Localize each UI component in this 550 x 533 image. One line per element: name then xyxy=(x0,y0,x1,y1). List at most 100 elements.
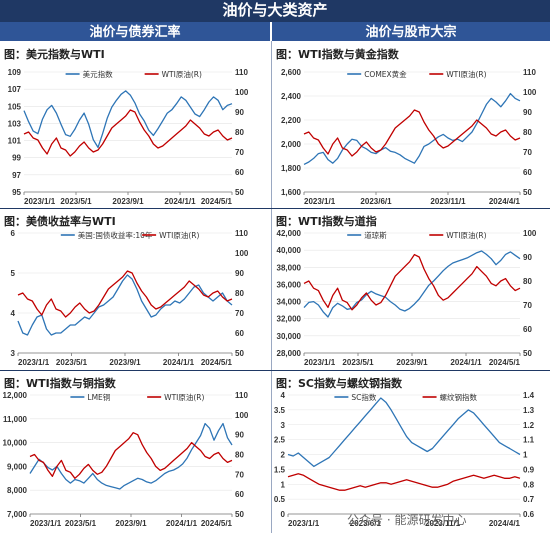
chart-usd-wti: 95 97 99 101 103 105 107 109 50 60 70 80 90 100 110 202… xyxy=(8,68,249,206)
legend-label: 美元指数 xyxy=(83,69,113,79)
x-tick: 2024/1/1 xyxy=(166,519,198,528)
legend-label: WTI原油(R) xyxy=(162,69,202,79)
chart-ust-wti: 3 4 5 6 50 60 70 80 90 100 110 2023/1/1 2023/5/1 2023… xyxy=(11,229,249,367)
y-right-tick: 0.9 xyxy=(523,465,535,474)
y-left-tick: 4 xyxy=(281,391,286,400)
y-left-tick: 4 xyxy=(11,309,16,318)
legend-label: COMEX黄金 xyxy=(364,69,407,79)
y-right-tick: 100 xyxy=(235,411,249,420)
y-right-tick: 100 xyxy=(235,249,249,258)
series-line-1 xyxy=(23,109,233,157)
y-right-tick: 110 xyxy=(523,68,536,77)
y-right-tick: 70 xyxy=(235,148,244,157)
y-right-tick: 50 xyxy=(235,349,244,358)
chart-wti-gold: 1,600 1,800 2,000 2,200 2,400 2,600 50 60 70 80 90… xyxy=(281,68,537,206)
x-tick: 2023/9/1 xyxy=(396,358,428,367)
x-tick: 2024/5/1 xyxy=(489,358,521,367)
y-left-tick: 1.5 xyxy=(274,465,286,474)
series-line-0 xyxy=(303,92,521,165)
y-right-tick: 90 xyxy=(523,108,532,117)
y-left-tick: 28,000 xyxy=(277,349,302,358)
y-left-tick: 1,600 xyxy=(281,188,302,197)
y-right-tick: 100 xyxy=(523,229,537,238)
series-line-0 xyxy=(17,274,233,336)
y-left-tick: 5 xyxy=(11,269,16,278)
x-tick: 2024/1/1 xyxy=(450,358,482,367)
chart-panel-wti-dow: 图：WTI指数与道指 28,000 30,000 32,000 34,000 36,00… xyxy=(272,209,550,370)
chart-title: 图：美债收益率与WTI xyxy=(4,215,116,228)
y-left-tick: 3 xyxy=(281,421,286,430)
chart-panel-usd-wti: 图：美元指数与WTI 95 97 99 101 103 105 107 109 50 60 70 80… xyxy=(0,42,270,208)
y-left-tick: 10,000 xyxy=(3,439,28,448)
series-line-1 xyxy=(303,253,521,311)
y-right-tick: 60 xyxy=(235,168,244,177)
series-line-1 xyxy=(303,109,521,157)
chart-panel-wti-copper: 图：WTI指数与铜指数 7,000 8,000 9,000 10,000 11,000 1… xyxy=(0,371,270,533)
y-right-tick: 80 xyxy=(523,128,532,137)
left-section-header: 油价与债券汇率 xyxy=(0,22,270,41)
y-right-tick: 50 xyxy=(523,188,532,197)
y-left-tick: 34,000 xyxy=(277,298,302,307)
y-right-tick: 60 xyxy=(523,168,532,177)
legend-label: WTI原油(R) xyxy=(164,392,204,402)
x-tick: 2023/1/1 xyxy=(30,519,62,528)
right-section-header: 油价与股市大宗 xyxy=(272,22,550,41)
y-left-tick: 2,400 xyxy=(281,92,302,101)
y-left-tick: 2,000 xyxy=(281,140,302,149)
y-right-tick: 90 xyxy=(235,269,244,278)
y-left-tick: 105 xyxy=(8,102,22,111)
chart-panel-ust-wti: 图：美债收益率与WTI 3 4 5 6 50 60 70 80 90 100 110 2023/1/1… xyxy=(0,209,270,370)
chart-title: 图：WTI指数与铜指数 xyxy=(4,377,116,390)
chart-sc-rebar: 0 0.5 1 1.5 2 2.5 3 3.5 4 0.6 0.7 0.8 0.9 1 1.1 1.2 1.3 1… xyxy=(274,391,535,528)
chart-wti-dow: 28,000 30,000 32,000 34,000 36,000 38,000 40,0… xyxy=(277,229,537,367)
x-tick: 2024/5/1 xyxy=(201,197,233,206)
y-right-tick: 50 xyxy=(523,349,532,358)
chart-panel-sc-rebar: 图：SC指数与螺纹钢指数 0 0.5 1 1.5 2 2.5 3 3.5 4 0.6 0.7 0.8 0… xyxy=(272,371,550,533)
y-left-tick: 2,200 xyxy=(281,116,302,125)
chart-panel-wti-gold: 图：WTI指数与黄金指数 1,600 1,800 2,000 2,200 2,400 2,… xyxy=(272,42,550,208)
x-tick: 2023/6/1 xyxy=(360,197,392,206)
y-left-tick: 30,000 xyxy=(277,332,302,341)
y-left-tick: 11,000 xyxy=(3,415,28,424)
series-line-0 xyxy=(303,250,521,318)
y-right-tick: 90 xyxy=(235,431,244,440)
x-tick: 2023/1/1 xyxy=(304,358,336,367)
y-left-tick: 95 xyxy=(12,188,21,197)
y-left-tick: 40,000 xyxy=(277,246,302,255)
y-right-tick: 80 xyxy=(235,128,244,137)
y-right-tick: 110 xyxy=(235,68,248,77)
series-line-0 xyxy=(287,397,521,468)
x-tick: 2023/11/1 xyxy=(425,519,461,528)
y-left-tick: 1,800 xyxy=(281,164,302,173)
x-tick: 2023/1/1 xyxy=(18,358,50,367)
x-tick: 2023/5/1 xyxy=(56,358,88,367)
column-divider xyxy=(271,41,272,533)
y-left-tick: 97 xyxy=(12,171,21,180)
y-left-tick: 1 xyxy=(281,480,286,489)
y-right-tick: 70 xyxy=(523,148,532,157)
y-right-tick: 70 xyxy=(523,301,532,310)
x-tick: 2023/9/1 xyxy=(115,519,147,528)
x-tick: 2023/5/1 xyxy=(65,519,97,528)
y-left-tick: 0.5 xyxy=(274,495,286,504)
y-right-tick: 70 xyxy=(235,470,244,479)
y-right-tick: 1.1 xyxy=(523,436,535,445)
series-line-0 xyxy=(29,422,233,490)
y-right-tick: 60 xyxy=(235,490,244,499)
y-right-tick: 110 xyxy=(235,229,248,238)
chart-title: 图：WTI指数与道指 xyxy=(276,215,377,228)
y-left-tick: 12,000 xyxy=(3,391,28,400)
legend-label: SC指数 xyxy=(351,392,376,402)
y-left-tick: 3 xyxy=(11,349,16,358)
y-left-tick: 3.5 xyxy=(274,406,286,415)
x-tick: 2023/5/1 xyxy=(342,358,374,367)
y-left-tick: 2 xyxy=(281,451,286,460)
x-tick: 2024/1/1 xyxy=(163,358,195,367)
x-tick: 2023/1/1 xyxy=(288,519,320,528)
chart-title: 图：WTI指数与黄金指数 xyxy=(276,48,399,61)
y-left-tick: 0 xyxy=(281,510,286,519)
y-left-tick: 2.5 xyxy=(274,436,286,445)
y-right-tick: 110 xyxy=(235,391,248,400)
y-left-tick: 99 xyxy=(12,154,21,163)
y-right-tick: 80 xyxy=(523,277,532,286)
